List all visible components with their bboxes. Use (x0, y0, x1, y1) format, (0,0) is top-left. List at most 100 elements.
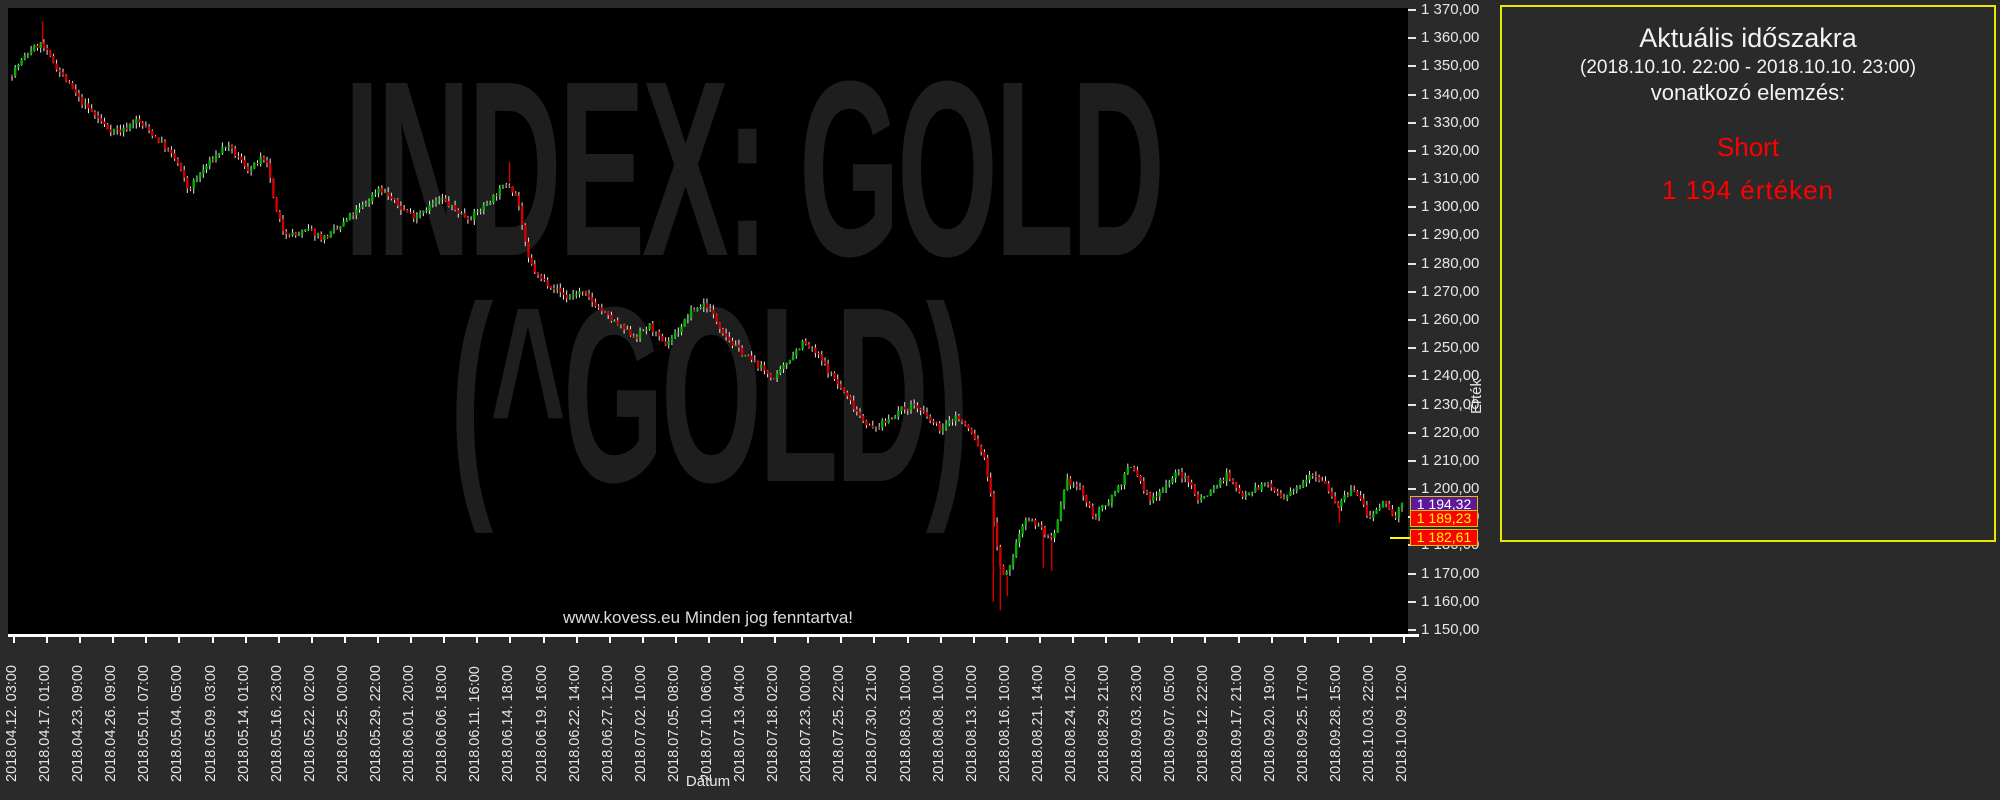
y-tick-label: 1 240,00 (1421, 367, 1480, 385)
x-tick (1336, 637, 1339, 643)
x-tick (840, 637, 843, 643)
x-tick (641, 637, 644, 643)
x-tick-label: 2018.10.09. 12:00 (1394, 665, 1410, 782)
y-tick (1408, 93, 1416, 96)
y-tick-label: 1 340,00 (1421, 85, 1480, 103)
x-tick-label: 2018.05.14. 01:00 (235, 665, 252, 782)
y-tick (1408, 403, 1416, 406)
signal-value: 1 194 értéken (1661, 175, 1834, 205)
x-tick (542, 637, 545, 643)
price-tag: 1 189,23 (1410, 510, 1478, 528)
y-tick-label: 1 280,00 (1421, 254, 1480, 272)
x-tick-label: 2018.07.25. 22:00 (831, 665, 848, 782)
y-tick-label: 1 270,00 (1421, 282, 1480, 300)
y-tick-label: 1 370,00 (1421, 1, 1480, 18)
x-tick-label: 2018.09.20. 19:00 (1261, 665, 1278, 782)
x-tick (575, 637, 578, 643)
candlestick-series (10, 21, 1404, 611)
y-tick (1408, 629, 1416, 631)
y-tick-label: 1 350,00 (1421, 57, 1480, 75)
x-tick-label: 2018.05.22. 02:00 (301, 665, 318, 782)
x-tick-label: 2018.06.11. 16:00 (467, 666, 484, 782)
y-tick-label: 1 330,00 (1421, 113, 1480, 131)
x-tick-label: 2018.04.26. 09:00 (103, 665, 120, 782)
x-tick (608, 637, 611, 643)
x-tick-label: 2018.05.09. 03:00 (202, 665, 219, 782)
x-axis-title: Dátum (685, 773, 731, 790)
y-tick (1408, 572, 1416, 575)
x-tick (509, 637, 512, 643)
signal-direction: Short (1716, 132, 1780, 162)
y-tick-label: 1 160,00 (1421, 592, 1480, 610)
y-tick (1408, 178, 1416, 181)
x-tick (443, 637, 446, 643)
x-tick-label: 2018.07.10. 06:00 (699, 665, 715, 782)
y-tick-label: 1 290,00 (1421, 226, 1480, 244)
x-tick-label: 2018.05.04. 05:00 (169, 665, 186, 782)
x-tick-label: 2018.06.06. 18:00 (434, 665, 451, 782)
x-tick (906, 637, 909, 643)
x-tick-label: 2018.06.19. 16:00 (533, 665, 550, 782)
x-tick (708, 637, 710, 643)
y-tick-label: 1 230,00 (1421, 395, 1480, 413)
x-tick (1204, 637, 1207, 643)
x-tick (807, 637, 810, 643)
chart-plot: INDEX: GOLD (^GOLD) www.kovess.eu Minden… (8, 8, 1408, 634)
x-tick-label: 2018.07.02. 10:00 (632, 665, 649, 782)
y-tick (1408, 319, 1416, 321)
y-tick (1408, 121, 1416, 124)
x-tick (1072, 637, 1075, 643)
x-tick-label: 2018.09.07. 05:00 (1162, 665, 1179, 782)
x-tick-label: 2018.10.03. 22:00 (1360, 665, 1377, 782)
y-tick-label: 1 210,00 (1421, 451, 1480, 469)
y-tick (1408, 9, 1416, 11)
x-tick-label: 2018.05.16. 23:00 (268, 665, 285, 782)
y-tick-label: 1 150,00 (1421, 621, 1480, 638)
x-tick (211, 637, 214, 643)
x-tick (145, 637, 148, 643)
x-tick (741, 637, 744, 643)
x-tick-label: 2018.08.29. 21:00 (1096, 665, 1113, 782)
x-tick (1005, 637, 1008, 643)
watermark-line2: (^GOLD) (449, 255, 969, 534)
y-tick (1408, 290, 1416, 293)
x-tick-label: 2018.05.25. 00:00 (334, 665, 351, 782)
x-tick (1369, 637, 1372, 643)
y-tick-label: 1 320,00 (1421, 141, 1480, 159)
x-tick-label: 2018.06.22. 14:00 (566, 665, 583, 782)
x-tick (1138, 637, 1141, 643)
copyright-watermark: www.kovess.eu Minden jog fenntartva! (562, 608, 854, 627)
x-tick (1171, 637, 1174, 643)
x-tick-label: 2018.08.24. 12:00 (1063, 665, 1080, 782)
y-tick (1408, 459, 1416, 462)
x-tick (1303, 637, 1306, 643)
y-tick-label: 1 260,00 (1421, 311, 1480, 328)
y-tick (1408, 600, 1416, 603)
y-tick (1408, 65, 1416, 68)
x-tick-label: 2018.06.01. 20:00 (401, 665, 418, 782)
x-tick-label: 2018.04.23. 09:00 (70, 665, 87, 782)
x-tick (343, 637, 346, 643)
x-tick (476, 637, 479, 643)
y-tick-label: 1 200,00 (1421, 480, 1480, 498)
x-tick-label: 2018.05.29. 22:00 (368, 665, 385, 782)
y-tick-label: 1 300,00 (1421, 198, 1480, 216)
y-tick (1408, 347, 1416, 350)
x-tick (410, 637, 413, 643)
x-tick-label: 2018.08.16. 10:00 (996, 665, 1013, 782)
x-tick (377, 637, 380, 643)
x-tick-label: 2018.07.13. 04:00 (732, 665, 749, 782)
x-tick-label: 2018.09.03. 23:00 (1129, 665, 1146, 782)
analysis-panel: Aktuális időszakra (2018.10.10. 22:00 - … (1500, 5, 1996, 542)
x-tick (244, 637, 247, 643)
x-tick-label: 2018.08.13. 10:00 (963, 665, 980, 782)
x-tick (1038, 637, 1041, 643)
x-tick (972, 637, 975, 643)
y-tick-label: 1 310,00 (1421, 170, 1480, 188)
x-tick (46, 637, 49, 643)
panel-title: Aktuális időszakra (1639, 23, 1857, 53)
x-tick-label: 2018.07.05. 08:00 (665, 665, 682, 782)
x-tick-label: 2018.09.17. 21:00 (1228, 665, 1245, 782)
y-tick-label: 1 250,00 (1421, 339, 1480, 357)
x-tick-label: 2018.09.12. 22:00 (1195, 665, 1212, 782)
